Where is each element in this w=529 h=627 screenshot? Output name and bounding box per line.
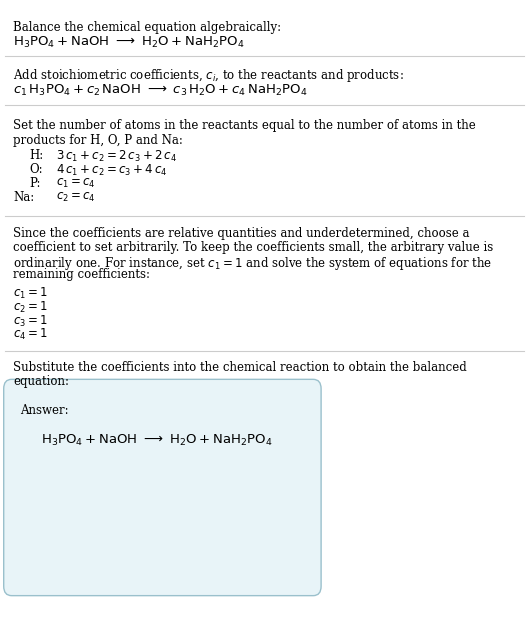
- Text: equation:: equation:: [13, 375, 69, 388]
- Text: $c_3 = 1$: $c_3 = 1$: [13, 314, 48, 329]
- Text: ordinarily one. For instance, set $c_1 = 1$ and solve the system of equations fo: ordinarily one. For instance, set $c_1 =…: [13, 255, 492, 271]
- Text: P:: P:: [29, 177, 41, 190]
- Text: Add stoichiometric coefficients, $c_i$, to the reactants and products:: Add stoichiometric coefficients, $c_i$, …: [13, 67, 404, 84]
- Text: $c_1 = 1$: $c_1 = 1$: [13, 286, 48, 301]
- Text: $c_1 = c_4$: $c_1 = c_4$: [56, 177, 95, 190]
- Text: O:: O:: [29, 163, 43, 176]
- Text: products for H, O, P and Na:: products for H, O, P and Na:: [13, 134, 183, 147]
- Text: Substitute the coefficients into the chemical reaction to obtain the balanced: Substitute the coefficients into the che…: [13, 361, 467, 374]
- Text: $3\,c_1 + c_2 = 2\,c_3 + 2\,c_4$: $3\,c_1 + c_2 = 2\,c_3 + 2\,c_4$: [56, 149, 176, 164]
- Text: $\mathrm{H_3PO_4 + NaOH \ {\longrightarrow} \ H_2O + NaH_2PO_4}$: $\mathrm{H_3PO_4 + NaOH \ {\longrightarr…: [13, 34, 245, 50]
- Text: coefficient to set arbitrarily. To keep the coefficients small, the arbitrary va: coefficient to set arbitrarily. To keep …: [13, 241, 494, 254]
- Text: $c_4 = 1$: $c_4 = 1$: [13, 327, 48, 342]
- Text: Answer:: Answer:: [20, 404, 68, 418]
- Text: Since the coefficients are relative quantities and underdetermined, choose a: Since the coefficients are relative quan…: [13, 227, 470, 240]
- Text: Set the number of atoms in the reactants equal to the number of atoms in the: Set the number of atoms in the reactants…: [13, 119, 476, 132]
- Text: remaining coefficients:: remaining coefficients:: [13, 268, 150, 282]
- Text: H:: H:: [29, 149, 43, 162]
- Text: $c_1\,\mathrm{H_3PO_4} + c_2\,\mathrm{NaOH} \ {\longrightarrow} \ c_3\,\mathrm{H: $c_1\,\mathrm{H_3PO_4} + c_2\,\mathrm{Na…: [13, 83, 308, 98]
- Text: Balance the chemical equation algebraically:: Balance the chemical equation algebraica…: [13, 21, 281, 34]
- Text: $c_2 = 1$: $c_2 = 1$: [13, 300, 48, 315]
- Text: $\mathrm{H_3PO_4 + NaOH \ {\longrightarrow} \ H_2O + NaH_2PO_4}$: $\mathrm{H_3PO_4 + NaOH \ {\longrightarr…: [41, 433, 272, 448]
- Text: $4\,c_1 + c_2 = c_3 + 4\,c_4$: $4\,c_1 + c_2 = c_3 + 4\,c_4$: [56, 163, 167, 178]
- Text: $c_2 = c_4$: $c_2 = c_4$: [56, 191, 95, 204]
- Text: Na:: Na:: [13, 191, 34, 204]
